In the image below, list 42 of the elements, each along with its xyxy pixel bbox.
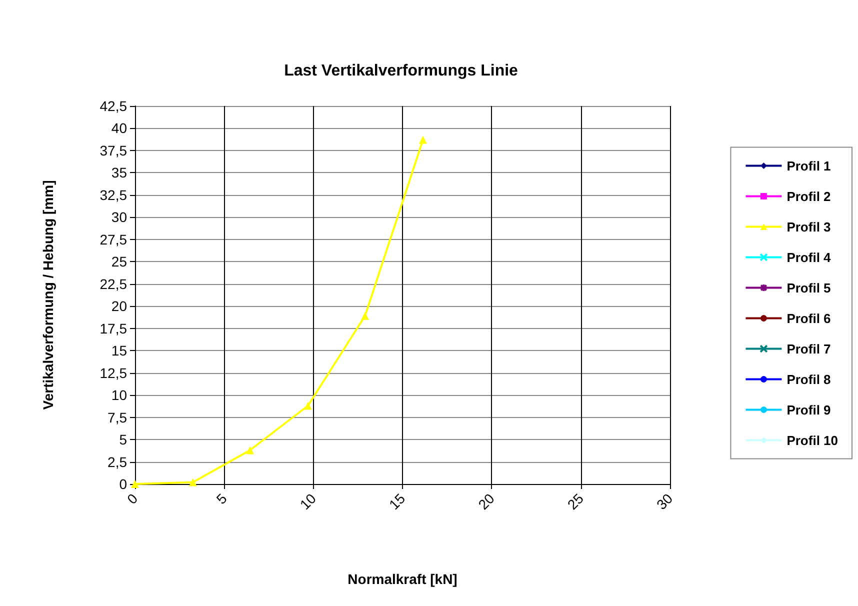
y-tick-label: 2,5 (108, 454, 128, 470)
legend-label: Profil 9 (786, 402, 831, 418)
y-tick-label: 25 (111, 254, 128, 270)
y-tick-label: 0 (119, 476, 128, 492)
legend-label: Profil 3 (786, 219, 831, 234)
y-tick-label: 32,5 (100, 186, 128, 203)
chart-title: Last Vertikalverformungs Linie (284, 62, 518, 80)
point (188, 478, 197, 486)
legend-label: Profil 8 (786, 372, 831, 387)
legend-label: Profil 6 (786, 310, 831, 326)
y-tick-label: 37,5 (100, 142, 128, 158)
y-tick-label: 27,5 (100, 231, 128, 248)
point (361, 312, 370, 320)
x-tick-label: 15 (386, 490, 408, 513)
y-tick-label: 30 (111, 209, 128, 226)
y-tick-label: 42,5 (100, 98, 128, 114)
y-tick-label: 22,5 (100, 276, 128, 292)
point (419, 136, 428, 144)
x-tick-label: 20 (475, 490, 498, 513)
point (246, 446, 254, 454)
legend-label: Profil 1 (786, 158, 831, 174)
y-tick-label: 10 (111, 387, 128, 404)
y-tick-label: 5 (119, 432, 128, 448)
x-tick-label: 10 (296, 490, 320, 513)
x-axis-title: Normalkraft [kN] (348, 571, 458, 587)
y-tick-label: 35 (111, 164, 128, 181)
point (304, 402, 312, 410)
y-tick-label: 40 (111, 120, 128, 136)
legend-label: Profil 7 (786, 341, 831, 356)
legend-label: Profil 10 (786, 432, 838, 448)
y-tick-label: 15 (111, 342, 128, 359)
x-tick-label: 30 (653, 490, 676, 513)
legend-label: Profil 4 (786, 250, 832, 265)
y-tick-label: 7,5 (108, 409, 128, 426)
y-axis-title: Vertikalverformung / Hebung [mm] (40, 180, 56, 410)
legend-label: Profil 2 (786, 188, 831, 204)
y-tick-label: 17,5 (100, 320, 128, 336)
x-tick-label: 5 (213, 490, 230, 508)
y-tick-label: 20 (111, 298, 128, 314)
legend-label: Profil 5 (786, 280, 831, 296)
x-tick-label: 25 (564, 490, 587, 513)
y-tick-label: 12,5 (100, 364, 128, 381)
